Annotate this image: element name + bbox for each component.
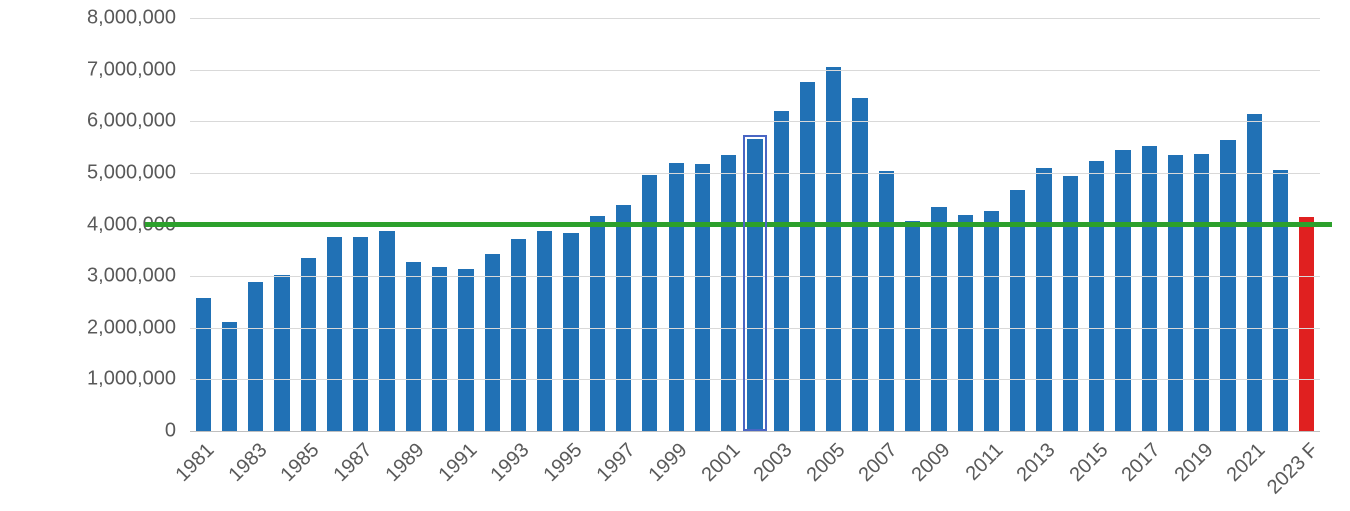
bar [879, 171, 894, 431]
bar [511, 239, 526, 431]
x-tick-label: 1985 [277, 439, 325, 487]
x-tick-label: 2003 [750, 439, 798, 487]
bar [905, 221, 920, 431]
bar [222, 322, 237, 431]
bar [1247, 114, 1262, 431]
bar [458, 269, 473, 431]
x-tick-label: 1987 [329, 439, 377, 487]
gridline [190, 379, 1320, 380]
bar [379, 231, 394, 431]
bar [1273, 170, 1288, 431]
gridline [190, 173, 1320, 174]
bar [931, 207, 946, 431]
bar [1036, 168, 1051, 431]
bar [695, 164, 710, 431]
bar [563, 233, 578, 431]
bar [616, 205, 631, 431]
gridline [190, 18, 1320, 19]
gridline [190, 431, 1320, 432]
bar [958, 215, 973, 431]
gridline [190, 121, 1320, 122]
bar [747, 139, 762, 431]
x-tick-label: 2013 [1013, 439, 1061, 487]
y-tick-label: 1,000,000 [0, 368, 176, 391]
x-tick-label: 2007 [855, 439, 903, 487]
x-tick-label: 1999 [645, 439, 693, 487]
y-tick-label: 8,000,000 [0, 7, 176, 30]
x-tick-label: 2009 [907, 439, 955, 487]
bar [642, 175, 657, 431]
bar [984, 211, 999, 431]
y-tick-label: 5,000,000 [0, 161, 176, 184]
x-tick-label: 2001 [697, 439, 745, 487]
x-tick-label: 2019 [1170, 439, 1218, 487]
reference-line [145, 222, 1332, 227]
y-tick-label: 2,000,000 [0, 316, 176, 339]
bar [774, 111, 789, 431]
x-tick-label: 2017 [1118, 439, 1166, 487]
y-tick-label: 3,000,000 [0, 265, 176, 288]
bar [1220, 140, 1235, 431]
bar [406, 262, 421, 431]
x-tick-label: 1993 [487, 439, 535, 487]
bar [1194, 154, 1209, 431]
bar-chart: 01,000,0002,000,0003,000,0004,000,0005,0… [0, 0, 1350, 511]
bar [852, 98, 867, 431]
x-tick-label: 2021 [1223, 439, 1271, 487]
bar [432, 267, 447, 431]
x-tick-label: 2015 [1065, 439, 1113, 487]
gridline [190, 276, 1320, 277]
gridline [190, 70, 1320, 71]
bar [1299, 217, 1314, 431]
bar [721, 155, 736, 431]
bar [485, 254, 500, 431]
bar [301, 258, 316, 431]
bar [196, 298, 211, 431]
bar [274, 275, 289, 431]
gridline [190, 328, 1320, 329]
x-tick-label: 1997 [592, 439, 640, 487]
x-tick-label: 2005 [802, 439, 850, 487]
x-tick-label: 1981 [172, 439, 220, 487]
bar [1115, 150, 1130, 431]
bar [248, 282, 263, 431]
x-tick-label: 2023 F [1263, 439, 1323, 499]
bar [1168, 155, 1183, 431]
x-tick-label: 1983 [224, 439, 272, 487]
y-tick-label: 0 [0, 420, 176, 443]
bar [327, 237, 342, 431]
bar [1063, 176, 1078, 431]
bar [669, 163, 684, 431]
bar [1142, 146, 1157, 431]
x-tick-label: 1991 [434, 439, 482, 487]
x-tick-label: 1995 [540, 439, 588, 487]
y-tick-label: 7,000,000 [0, 58, 176, 81]
bar [537, 231, 552, 431]
bar [590, 216, 605, 431]
y-tick-label: 6,000,000 [0, 110, 176, 133]
x-tick-label: 1989 [382, 439, 430, 487]
bar [1089, 161, 1104, 432]
x-tick-label: 2011 [961, 439, 1008, 486]
bar [353, 237, 368, 431]
